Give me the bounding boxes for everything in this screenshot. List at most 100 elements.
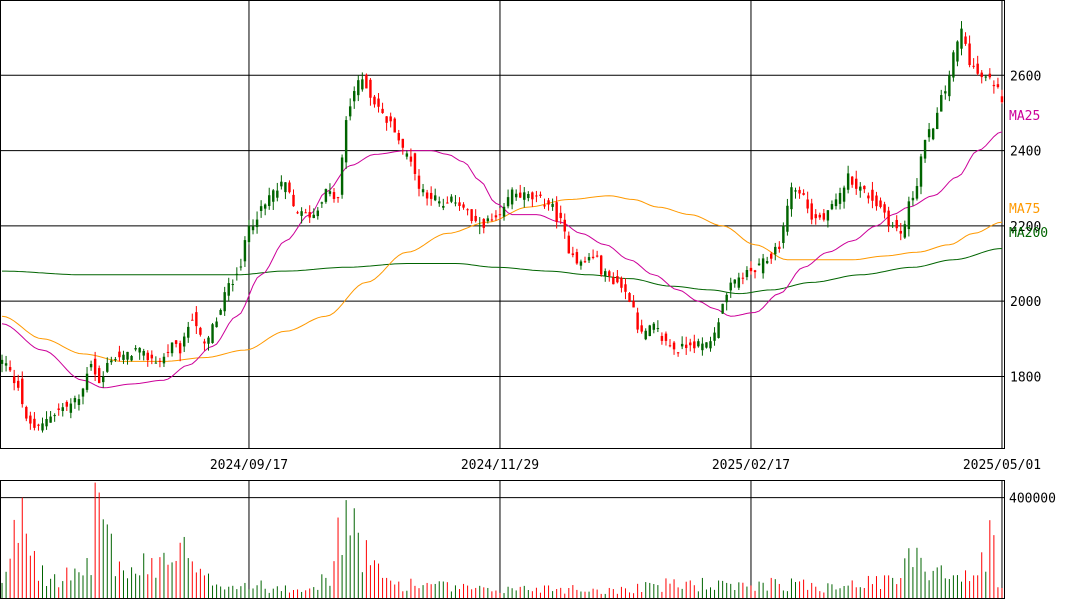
candle-body	[765, 261, 769, 264]
candle-body	[53, 415, 56, 417]
ma200-layer	[2, 248, 1003, 295]
candle-body	[118, 351, 121, 358]
candle-body	[729, 282, 732, 291]
candle-body	[276, 190, 279, 198]
date-axis-ticks: 2024/09/17 2024/11/29 2025/02/17 2025/05/01	[210, 458, 1041, 473]
candle-body	[490, 219, 494, 221]
candle-body	[413, 153, 417, 174]
candle-body	[154, 362, 158, 364]
candle-body	[616, 276, 619, 283]
candle-body	[142, 350, 145, 356]
candle-body	[891, 225, 894, 227]
candle-body	[535, 195, 538, 197]
candle-body	[911, 197, 915, 201]
candle-body	[875, 195, 878, 207]
candle-body	[964, 36, 967, 44]
candle-body	[365, 74, 368, 89]
candle-body	[280, 181, 283, 187]
ma75-line	[1, 195, 1003, 362]
candle-body	[782, 226, 785, 244]
candle-body	[539, 194, 542, 196]
candle-body	[640, 325, 643, 332]
candle-body	[644, 330, 647, 340]
candle-body	[37, 424, 40, 426]
price-tick-label: 2000	[1010, 295, 1041, 310]
candle-body	[77, 399, 81, 405]
candle-body	[166, 351, 170, 353]
candle-body	[850, 176, 854, 185]
candle-body	[324, 189, 328, 202]
candle-body	[417, 175, 421, 189]
candle-body	[628, 293, 631, 302]
candle-body	[559, 212, 562, 219]
candle-body	[842, 187, 846, 202]
candle-body	[717, 322, 720, 338]
candle-body	[940, 95, 943, 112]
candle-body	[935, 112, 939, 130]
candle-body	[863, 185, 866, 190]
candle-body	[328, 191, 332, 194]
candle-body	[122, 354, 125, 360]
ma75-label: MA75	[1009, 202, 1040, 217]
candle-body	[980, 72, 983, 78]
candle-body	[814, 214, 817, 219]
candle-body	[474, 215, 477, 222]
candle-body	[806, 199, 809, 209]
candle-body	[887, 210, 890, 226]
candle-body	[69, 403, 73, 413]
candle-body	[579, 261, 583, 266]
candle-body	[923, 139, 927, 159]
candle-body	[818, 214, 822, 218]
candle-body	[745, 270, 749, 278]
price-tick-label: 1800	[1010, 370, 1041, 385]
price-tick-label: 2400	[1010, 145, 1041, 160]
candle-body	[292, 194, 295, 207]
candle-body	[498, 214, 502, 216]
candle-body	[130, 356, 133, 361]
candle-body	[33, 418, 36, 428]
candle-body	[344, 120, 348, 163]
candle-body	[494, 215, 498, 218]
candle-body	[425, 192, 429, 199]
candle-body	[170, 342, 174, 354]
candle-body	[652, 323, 656, 330]
price-axis-ticks: 1800 2000 2200 2400 2600	[1010, 69, 1041, 385]
candle-body	[41, 423, 44, 431]
candle-body	[903, 224, 907, 238]
candle-body	[555, 202, 558, 222]
candle-body	[174, 340, 178, 344]
candle-body	[931, 128, 935, 140]
candle-body	[57, 408, 60, 410]
candle-body	[81, 388, 85, 397]
volume-axis-ticks: 400000	[1009, 492, 1056, 507]
candle-body	[65, 401, 69, 407]
candle-body	[405, 153, 409, 157]
candle-body	[599, 255, 603, 275]
candle-body	[753, 270, 757, 273]
candle-body	[721, 303, 724, 314]
candle-body	[284, 182, 287, 193]
candle-body	[300, 211, 303, 216]
candle-body	[859, 186, 862, 191]
candle-body	[676, 352, 680, 354]
candle-body	[191, 319, 194, 321]
candle-body	[219, 309, 222, 315]
candle-body	[377, 98, 380, 107]
candle-body	[604, 271, 607, 277]
candle-body	[263, 204, 267, 209]
candle-body	[693, 341, 696, 349]
candle-body	[632, 301, 635, 308]
price-grid	[0, 0, 1004, 448]
candle-body	[361, 79, 364, 90]
ma200-label: MA200	[1009, 226, 1048, 241]
candle-body	[182, 336, 186, 347]
candle-body	[551, 203, 554, 207]
candle-body	[93, 358, 97, 375]
candles-layer	[0, 21, 1004, 433]
candle-body	[102, 376, 105, 383]
candle-body	[636, 312, 639, 330]
volume-panel-frame	[0, 480, 1005, 599]
candle-body	[523, 192, 526, 200]
candle-body	[450, 196, 453, 202]
candle-body	[304, 212, 307, 214]
